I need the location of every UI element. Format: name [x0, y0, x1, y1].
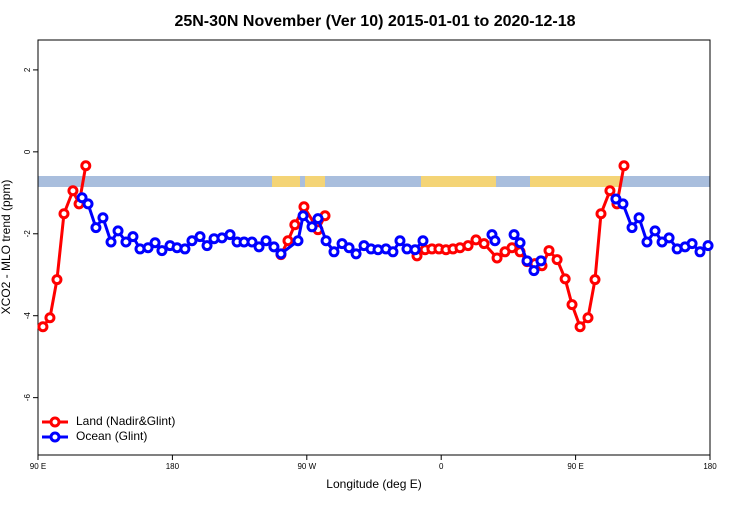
- data-point: [58, 208, 70, 220]
- chart-title: 25N-30N November (Ver 10) 2015-01-01 to …: [174, 13, 575, 30]
- data-point: [246, 236, 258, 248]
- data-point: [275, 248, 287, 260]
- data-point: [127, 231, 139, 243]
- data-point: [574, 321, 586, 333]
- x-tick-label: 180: [166, 462, 180, 471]
- legend-marker: [49, 416, 61, 428]
- data-point: [489, 235, 501, 247]
- y-tick-label: 0: [23, 149, 32, 154]
- data-point: [76, 192, 88, 204]
- data-point: [595, 208, 607, 220]
- band-land: [272, 176, 300, 187]
- data-point: [610, 193, 622, 205]
- data-point: [618, 160, 630, 172]
- data-point: [566, 299, 578, 311]
- data-point: [186, 235, 198, 247]
- data-point: [292, 235, 304, 247]
- data-point: [179, 243, 191, 255]
- x-tick-label: 0: [439, 462, 444, 471]
- data-point: [260, 235, 272, 247]
- y-tick-label: -4: [23, 312, 32, 320]
- data-point: [409, 244, 421, 256]
- y-tick-label: -6: [23, 394, 32, 402]
- data-point: [417, 235, 429, 247]
- data-point: [306, 221, 318, 233]
- y-axis-label: XCO2 - MLO trend (ppm): [0, 180, 13, 315]
- data-point: [37, 321, 49, 333]
- data-point: [686, 238, 698, 250]
- data-point: [149, 237, 161, 249]
- data-point: [394, 235, 406, 247]
- legend: Land (Nadir&Glint)Ocean (Glint): [42, 414, 175, 443]
- data-point: [90, 222, 102, 234]
- data-point: [268, 241, 280, 253]
- band-ocean: [38, 176, 710, 187]
- data-point: [462, 240, 474, 252]
- data-point: [282, 235, 294, 247]
- data-point: [589, 274, 601, 286]
- data-point: [201, 240, 213, 252]
- data-point: [514, 237, 526, 249]
- data-point: [297, 210, 309, 222]
- data-point: [80, 160, 92, 172]
- data-point: [224, 229, 236, 241]
- data-point: [559, 273, 571, 285]
- data-point: [582, 312, 594, 324]
- data-point: [604, 185, 616, 197]
- data-point: [194, 231, 206, 243]
- data-point: [112, 225, 124, 237]
- legend-marker: [49, 431, 61, 443]
- data-point: [67, 185, 79, 197]
- data-point: [617, 198, 629, 210]
- band-land: [421, 176, 496, 187]
- legend-label: Ocean (Glint): [76, 429, 147, 443]
- data-point: [120, 236, 132, 248]
- data-point: [97, 212, 109, 224]
- legend-label: Land (Nadir&Glint): [76, 414, 175, 428]
- data-point: [633, 212, 645, 224]
- data-point: [350, 248, 362, 260]
- y-tick-label: 2: [23, 67, 32, 72]
- data-point: [51, 274, 63, 286]
- data-point: [156, 245, 168, 257]
- band-land: [305, 176, 325, 187]
- data-point: [253, 241, 265, 253]
- x-axis-label: Longitude (deg E): [326, 477, 421, 491]
- data-point: [105, 236, 117, 248]
- land-ocean-band: [38, 176, 710, 187]
- x-tick-label: 180: [703, 462, 717, 471]
- data-point: [478, 238, 490, 250]
- data-point: [44, 312, 56, 324]
- data-point: [702, 240, 714, 252]
- data-point: [641, 236, 653, 248]
- band-land: [530, 176, 620, 187]
- y-tick-label: -2: [23, 230, 32, 238]
- data-point: [82, 198, 94, 210]
- data-point: [506, 242, 518, 254]
- x-tick-label: 90 W: [297, 462, 316, 471]
- data-point: [626, 222, 638, 234]
- x-tick-label: 90 E: [567, 462, 583, 471]
- data-point: [521, 255, 533, 267]
- x-tick-label: 90 E: [30, 462, 46, 471]
- data-point: [298, 201, 310, 213]
- data-point: [551, 254, 563, 266]
- data-point: [491, 252, 503, 264]
- data-point: [142, 242, 154, 254]
- data-point: [343, 242, 355, 254]
- data-point: [535, 255, 547, 267]
- data-point: [328, 246, 340, 258]
- data-point: [694, 246, 706, 258]
- data-point: [320, 235, 332, 247]
- data-point: [508, 229, 520, 241]
- data-point: [649, 225, 661, 237]
- data-point: [528, 265, 540, 277]
- data-point: [289, 219, 301, 231]
- data-point: [312, 213, 324, 225]
- data-point: [543, 245, 555, 257]
- data-point: [387, 246, 399, 258]
- data-point: [663, 232, 675, 244]
